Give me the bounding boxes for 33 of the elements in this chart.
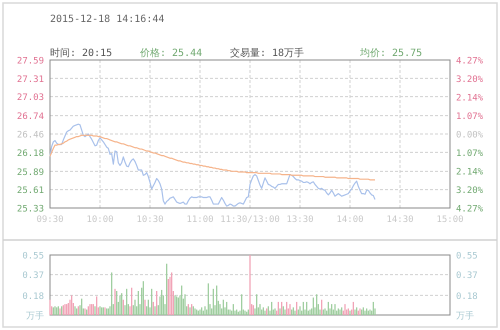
y-tick-label: 0.55 [22, 252, 44, 262]
text: 均价: 25.75 [359, 47, 422, 59]
text: 时间: 20:15 [50, 47, 112, 59]
text: 价格: 25.44 [139, 47, 202, 59]
y2-tick-label: 2.14% [456, 93, 484, 104]
y-tick-label: 26.46 [16, 130, 44, 140]
y-tick-label: 26.74 [16, 112, 44, 122]
chart-title: 2015-12-18 14:16:44 [50, 14, 164, 25]
y-tick-label: 27.31 [16, 74, 44, 85]
y2-tick-label: 1.07% [456, 112, 484, 122]
y2-tick-label: 3.20% [456, 75, 484, 86]
y-tick-label: 27.59 [16, 56, 44, 66]
y-tick-label: 25.61 [16, 186, 44, 196]
y-tick-label: 26.18 [16, 148, 44, 159]
y-tick-label: 25.89 [16, 168, 44, 178]
y2-tick-label: 0.00% [456, 130, 484, 140]
y-tick-label: 25.33 [16, 204, 44, 214]
y2-tick-label: 4.27% [456, 204, 484, 214]
y2-tick-label: 0.55 [456, 252, 478, 262]
y-tick-label: 0.18 [22, 292, 44, 302]
y-tick-label: 万手 [26, 310, 44, 322]
line-series [49, 134, 376, 180]
y2-tick-label: 1.07% [456, 149, 484, 160]
y2-tick-label: 0.37 [456, 271, 478, 282]
y2-tick-label: 4.27% [456, 56, 484, 66]
y2-tick-label: 0.18 [456, 292, 478, 302]
y2-tick-label: 3.20% [456, 186, 484, 196]
y-tick-label: 0.37 [22, 271, 44, 282]
text: 交易量: 18万手 [230, 47, 304, 59]
y-tick-label: 27.03 [16, 93, 44, 104]
y2-tick-label: 万手 [456, 310, 474, 322]
y2-tick-label: 2.14% [456, 168, 484, 178]
line-series [49, 124, 376, 207]
